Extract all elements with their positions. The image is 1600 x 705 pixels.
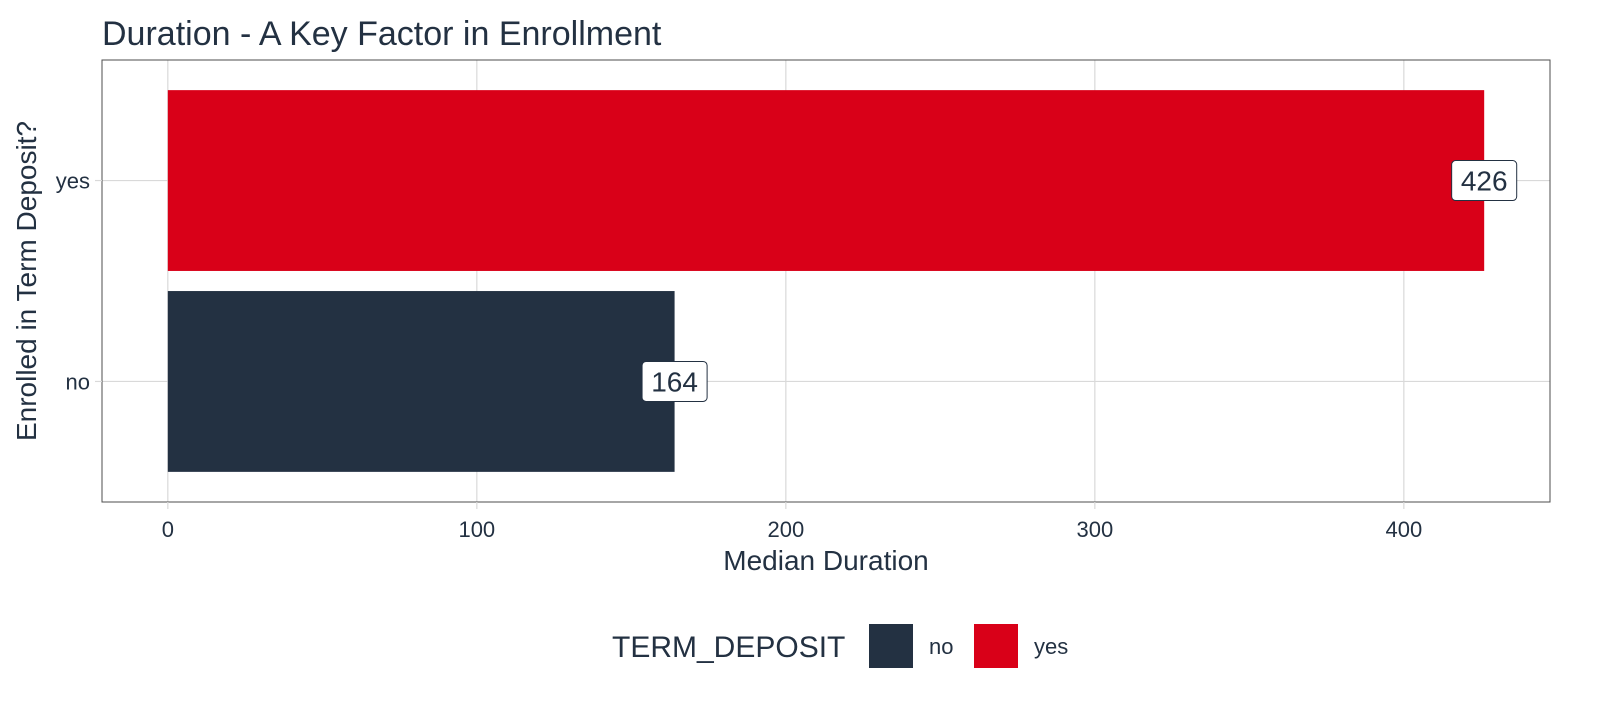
bar-no	[167, 291, 675, 472]
bars	[167, 90, 1485, 472]
y-axis-title: Enrolled in Term Deposit?	[11, 121, 42, 441]
legend-title: TERM_DEPOSIT	[612, 631, 845, 664]
data-label-text: 164	[651, 367, 698, 398]
panel-border	[101, 59, 1551, 503]
x-axis-title: Median Duration	[723, 545, 928, 576]
y-tick-label: no	[66, 369, 90, 394]
legend-label-no: no	[929, 634, 953, 659]
x-tick-label: 200	[767, 517, 804, 542]
bar-yes	[167, 90, 1485, 271]
legend-key-no	[869, 624, 913, 668]
legend-label-yes: yes	[1034, 634, 1068, 659]
x-tick-label: 100	[458, 517, 495, 542]
y-tick-label: yes	[56, 169, 90, 194]
data-label-box	[1451, 160, 1518, 202]
data-labels: 164 426	[641, 160, 1518, 402]
legend-key-yes	[974, 624, 1018, 668]
x-tick-label: 300	[1076, 517, 1113, 542]
data-label-no: 164	[641, 360, 708, 402]
data-label-text: 426	[1461, 166, 1508, 197]
data-label-box	[641, 360, 708, 402]
chart-title: Duration - A Key Factor in Enrollment	[102, 15, 662, 53]
axes: 0 100 200 300 400 no yes	[56, 169, 1422, 542]
x-tick-label: 0	[162, 517, 174, 542]
data-label-yes: 426	[1451, 160, 1518, 202]
legend: TERM_DEPOSIT no yes	[612, 624, 1068, 668]
x-tick-label: 400	[1385, 517, 1422, 542]
